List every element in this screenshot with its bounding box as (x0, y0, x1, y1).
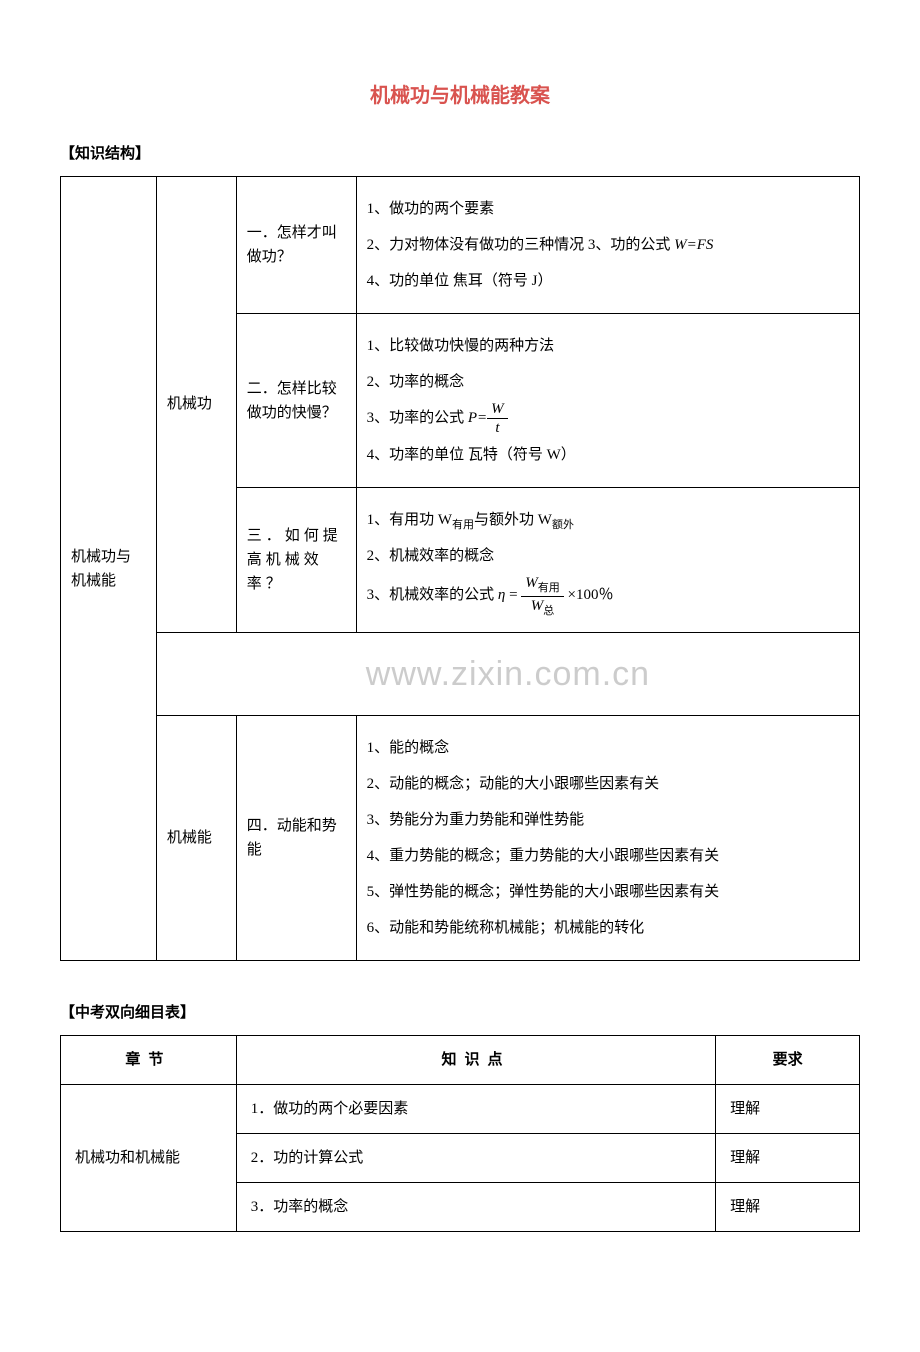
part-content: 1、做功的两个要素 2、力对物体没有做功的三种情况 3、功的公式 W=FS 4、… (356, 177, 859, 314)
header-requirement: 要求 (716, 1036, 860, 1085)
watermark-cell: www.zixin.com.cn (156, 632, 859, 715)
content-line: 4、功率的单位 瓦特（符号 W） (367, 437, 849, 473)
content-line: 2、力对物体没有做功的三种情况 3、功的公式 W=FS (367, 227, 849, 263)
content-line: 3、机械效率的公式 η = W有用W总 ×100％ (367, 574, 849, 617)
content-line: 3、势能分为重力势能和弹性势能 (367, 802, 849, 838)
part-content: 1、比较做功快慢的两种方法 2、功率的概念 3、功率的公式 P=Wt 4、功率的… (356, 314, 859, 488)
header-knowledge: 知识点 (236, 1036, 715, 1085)
branch-cell-work: 机械功 (156, 177, 236, 633)
part-heading: 三．如何提高机械效率？ (236, 488, 356, 633)
content-line: 4、重力势能的概念；重力势能的大小跟哪些因素有关 (367, 838, 849, 874)
content-line: 1、比较做功快慢的两种方法 (367, 328, 849, 364)
page-title: 机械功与机械能教案 (60, 80, 860, 112)
requirement-cell: 理解 (716, 1085, 860, 1134)
table-header-row: 章节 知识点 要求 (61, 1036, 860, 1085)
knowledge-structure-table: 机械功与机械能 机械功 一．怎样才叫做功？ 1、做功的两个要素 2、力对物体没有… (60, 176, 860, 961)
knowledge-cell: 3．功率的概念 (236, 1183, 715, 1232)
watermark-row: www.zixin.com.cn (61, 632, 860, 715)
part-heading: 二．怎样比较做功的快慢？ (236, 314, 356, 488)
content-line: 3、功率的公式 P=Wt (367, 400, 849, 437)
chapter-cell: 机械功和机械能 (61, 1085, 237, 1232)
knowledge-cell: 1．做功的两个必要因素 (236, 1085, 715, 1134)
part-content: 1、有用功 W有用与额外功 W额外 2、机械效率的概念 3、机械效率的公式 η … (356, 488, 859, 633)
part-heading: 一．怎样才叫做功？ (236, 177, 356, 314)
content-line: 2、机械效率的概念 (367, 538, 849, 574)
table-row: 机械能 四．动能和势能 1、能的概念 2、动能的概念；动能的大小跟哪些因素有关 … (61, 716, 860, 961)
content-line: 1、能的概念 (367, 730, 849, 766)
content-line: 2、动能的概念；动能的大小跟哪些因素有关 (367, 766, 849, 802)
requirement-cell: 理解 (716, 1183, 860, 1232)
table-row: 机械功与机械能 机械功 一．怎样才叫做功？ 1、做功的两个要素 2、力对物体没有… (61, 177, 860, 314)
requirement-cell: 理解 (716, 1134, 860, 1183)
content-line: 6、动能和势能统称机械能；机械能的转化 (367, 910, 849, 946)
content-line: 1、做功的两个要素 (367, 191, 849, 227)
knowledge-cell: 2．功的计算公式 (236, 1134, 715, 1183)
section-knowledge-structure: 【知识结构】 (60, 142, 860, 166)
content-line: 4、功的单位 焦耳（符号 J） (367, 263, 849, 299)
branch-cell-energy: 机械能 (156, 716, 236, 961)
content-line: 1、有用功 W有用与额外功 W额外 (367, 502, 849, 538)
watermark-text: www.zixin.com.cn (366, 655, 650, 693)
part-content: 1、能的概念 2、动能的概念；动能的大小跟哪些因素有关 3、势能分为重力势能和弹… (356, 716, 859, 961)
header-chapter: 章节 (61, 1036, 237, 1085)
exam-detail-table: 章节 知识点 要求 机械功和机械能 1．做功的两个必要因素 理解 2．功的计算公… (60, 1035, 860, 1232)
section-exam-table: 【中考双向细目表】 (60, 1001, 860, 1025)
content-line: 2、功率的概念 (367, 364, 849, 400)
content-line: 5、弹性势能的概念；弹性势能的大小跟哪些因素有关 (367, 874, 849, 910)
root-cell: 机械功与机械能 (61, 177, 157, 961)
part-heading: 四．动能和势能 (236, 716, 356, 961)
table-row: 机械功和机械能 1．做功的两个必要因素 理解 (61, 1085, 860, 1134)
